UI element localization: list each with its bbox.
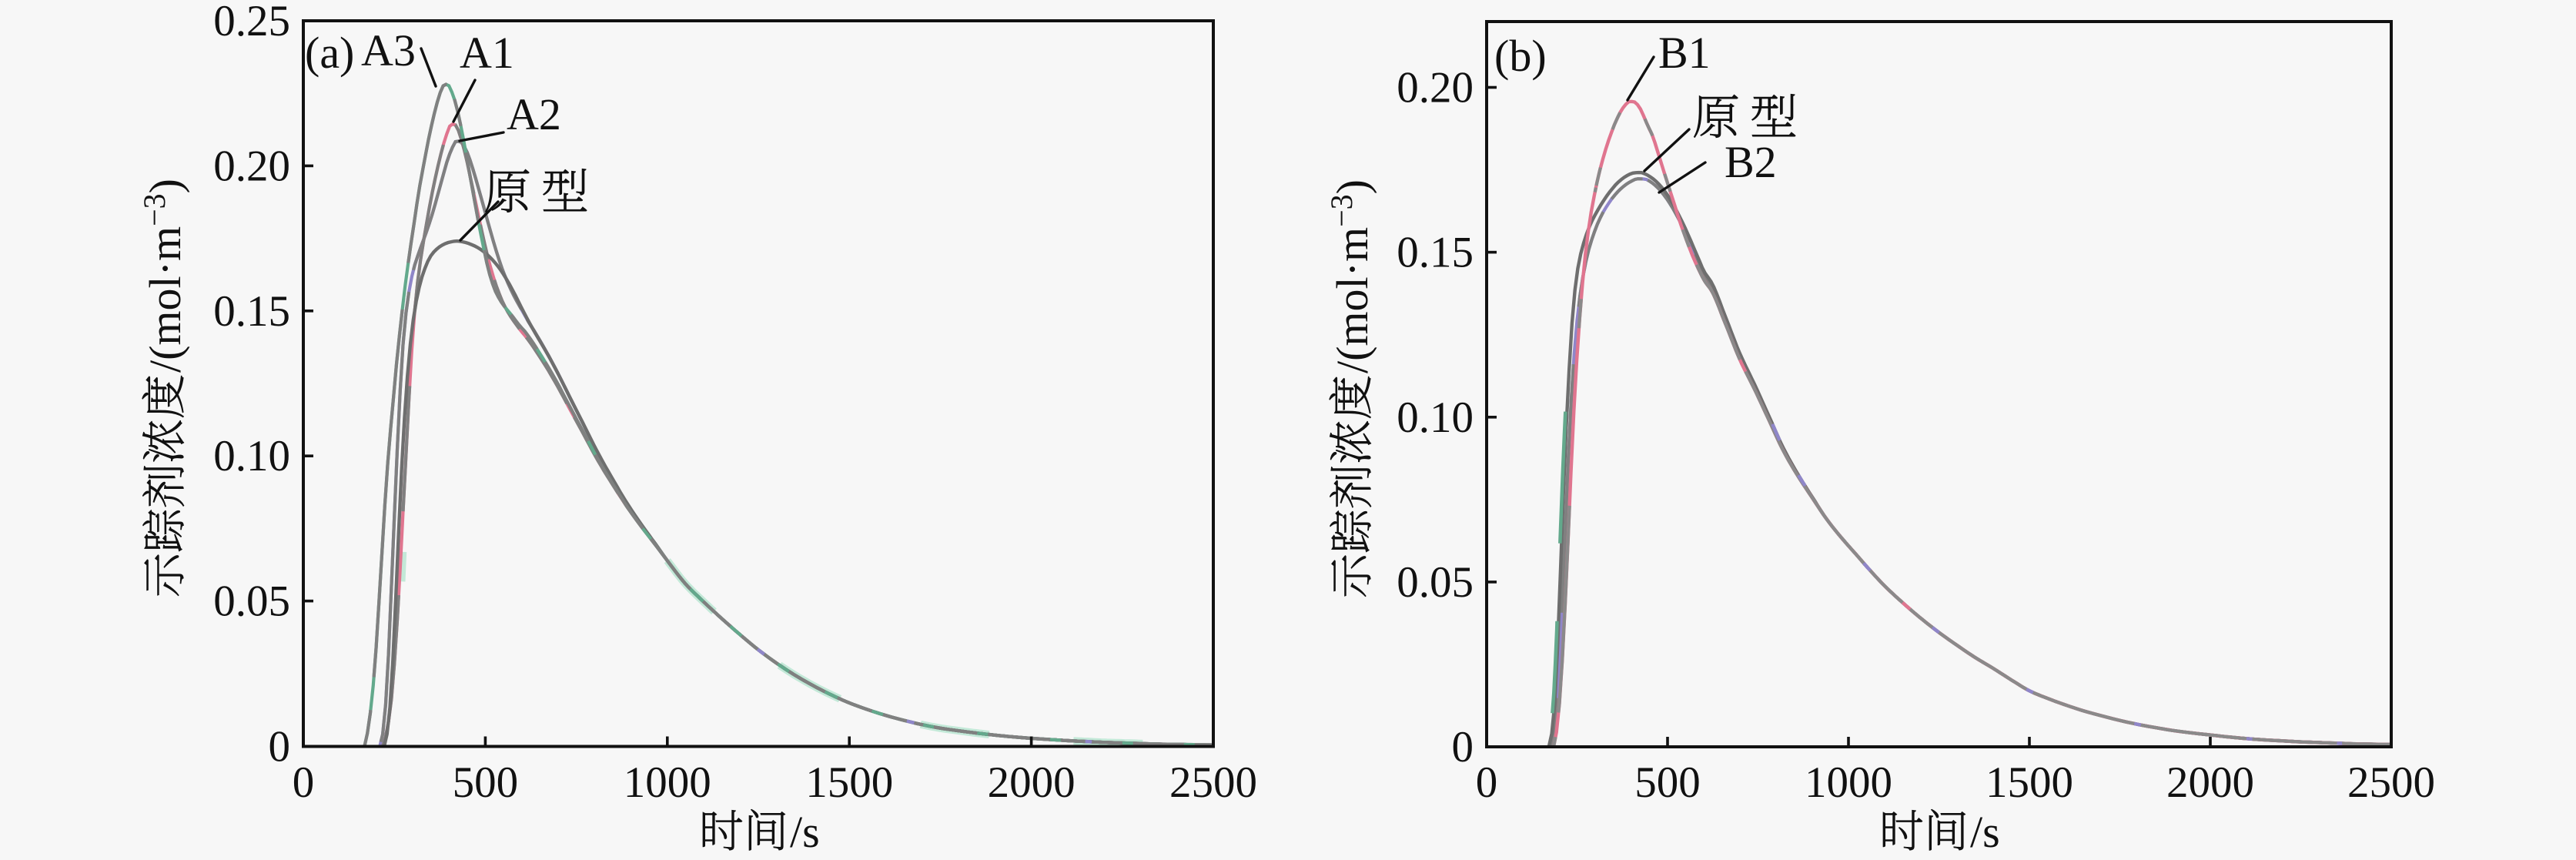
svg-text:A1: A1 bbox=[460, 28, 514, 78]
svg-text:500: 500 bbox=[453, 758, 519, 807]
svg-text:/s: /s bbox=[790, 807, 820, 857]
svg-text:1000: 1000 bbox=[624, 758, 711, 807]
svg-text:0.10: 0.10 bbox=[1397, 393, 1474, 442]
svg-text:0: 0 bbox=[269, 723, 291, 771]
svg-text:0: 0 bbox=[1476, 758, 1498, 807]
svg-text:0.10: 0.10 bbox=[213, 432, 290, 480]
svg-text:B2: B2 bbox=[1725, 137, 1777, 187]
svg-text:/s: /s bbox=[1970, 807, 2000, 857]
svg-text:1500: 1500 bbox=[805, 758, 893, 807]
svg-text:0.15: 0.15 bbox=[213, 287, 290, 336]
svg-text:2500: 2500 bbox=[2347, 758, 2435, 807]
svg-text:0.20: 0.20 bbox=[213, 142, 290, 190]
svg-text:B1: B1 bbox=[1658, 28, 1711, 78]
svg-text:0.05: 0.05 bbox=[213, 577, 290, 626]
svg-text:2500: 2500 bbox=[1169, 758, 1257, 807]
svg-text:A3: A3 bbox=[361, 25, 416, 75]
svg-text:0.15: 0.15 bbox=[1397, 229, 1474, 277]
svg-text:2000: 2000 bbox=[2166, 758, 2254, 807]
svg-text:0.25: 0.25 bbox=[213, 0, 290, 45]
svg-text:A2: A2 bbox=[507, 89, 561, 139]
svg-text:0: 0 bbox=[293, 758, 315, 807]
svg-text:2000: 2000 bbox=[988, 758, 1076, 807]
svg-text:(a): (a) bbox=[305, 28, 354, 78]
svg-text:0: 0 bbox=[1452, 723, 1474, 771]
svg-text:1500: 1500 bbox=[1986, 758, 2073, 807]
svg-text:(b): (b) bbox=[1494, 31, 1547, 81]
svg-text:0.05: 0.05 bbox=[1397, 558, 1474, 607]
svg-text:500: 500 bbox=[1634, 758, 1701, 807]
svg-text:0.20: 0.20 bbox=[1397, 64, 1474, 112]
svg-text:1000: 1000 bbox=[1805, 758, 1892, 807]
